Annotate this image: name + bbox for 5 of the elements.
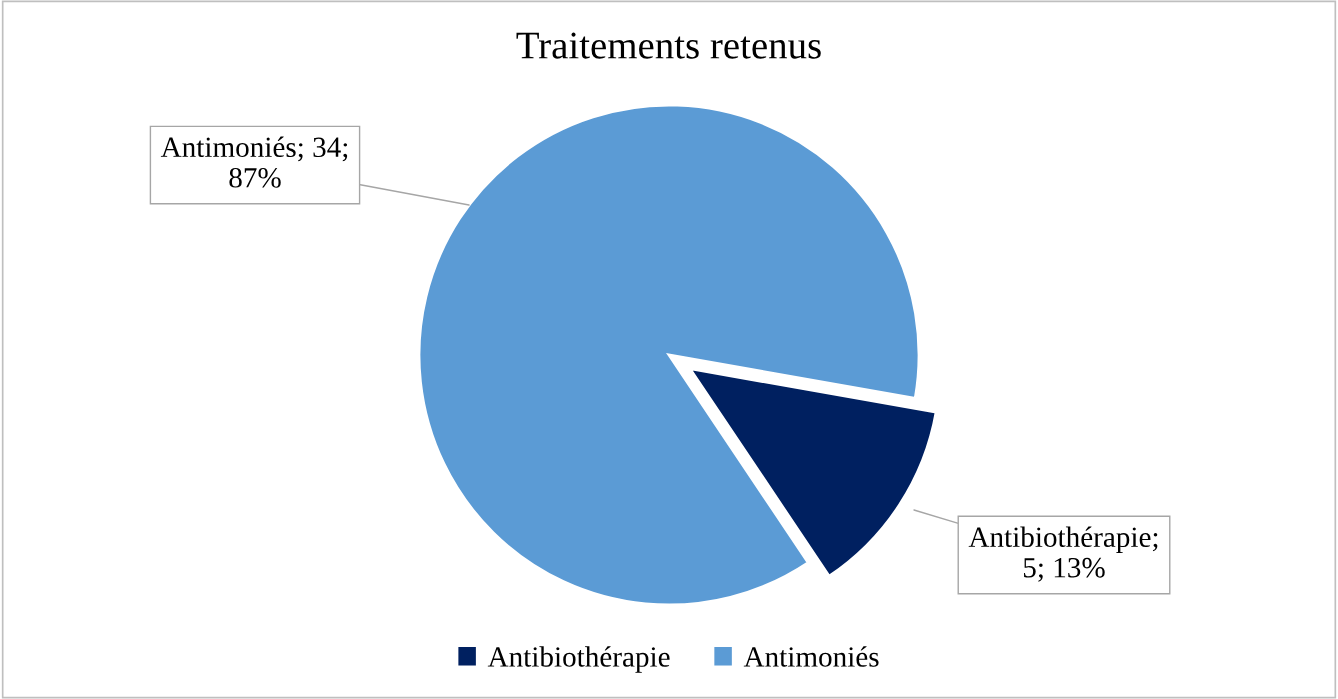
- legend-label: Antimoniés: [743, 646, 879, 667]
- data-label: Antibiothérapie; 5; 13%: [968, 526, 1158, 582]
- data-label: Antimoniés; 34; 87%: [160, 136, 348, 188]
- legend-label: Antibiothérapie: [487, 646, 670, 673]
- chart-title: Traitements retenus: [516, 32, 821, 59]
